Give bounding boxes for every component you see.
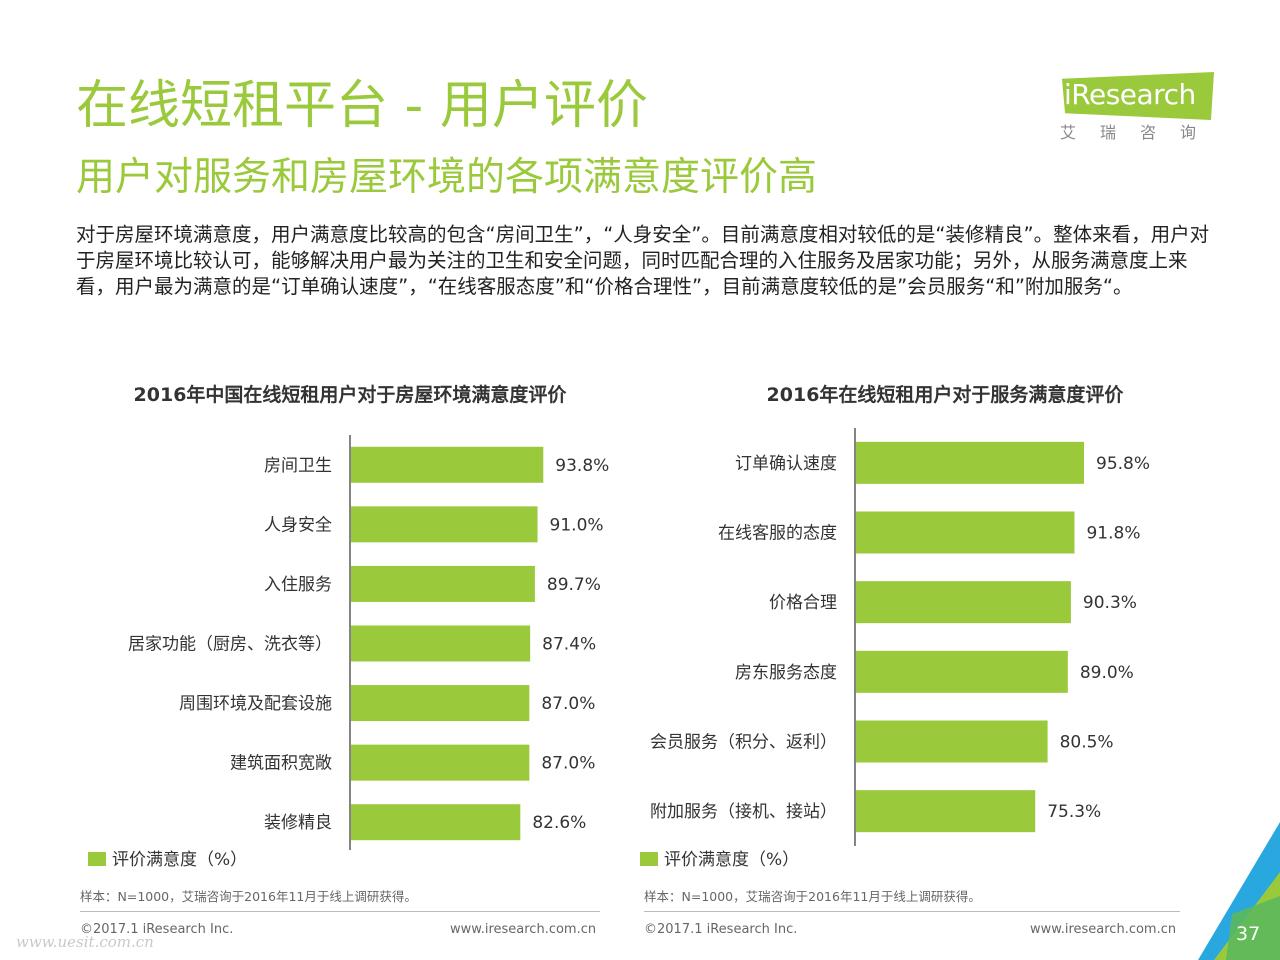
footer-divider-right (644, 911, 1180, 912)
category-label-2: 入住服务 (264, 575, 332, 595)
bar-2 (856, 581, 1071, 624)
legend-service: 评价满意度（%） (640, 848, 799, 872)
bar-5 (856, 790, 1036, 833)
category-label-2: 价格合理 (769, 593, 837, 613)
data-label-4: 87.0% (541, 694, 595, 714)
category-label-4: 周围环境及配套设施 (179, 694, 332, 714)
website-link-right[interactable]: www.iresearch.com.cn (1030, 922, 1177, 937)
data-label-2: 90.3% (1083, 593, 1137, 613)
category-label-1: 在线客服的态度 (718, 524, 837, 544)
watermark-text: www.uesit.com.cn (16, 933, 154, 951)
iresearch-logo: iResearch 艾瑞咨询 (1058, 66, 1222, 152)
page-title: 在线短租平台 - 用户评价 (76, 76, 648, 136)
logo-brand-cn: 艾瑞咨询 (1060, 123, 1221, 142)
bar-4 (351, 685, 530, 722)
logo-brand-text: iResearch (1064, 78, 1196, 111)
logo-badge (1062, 72, 1214, 120)
bar-5 (351, 744, 530, 781)
bar-3 (856, 650, 1068, 693)
data-label-5: 87.0% (541, 754, 595, 774)
copyright-right: ©2017.1 iResearch Inc. (644, 922, 798, 937)
bar-6 (351, 804, 521, 841)
category-label-0: 房间卫生 (264, 456, 332, 476)
data-label-0: 95.8% (1096, 454, 1150, 474)
legend-housing: 评价满意度（%） (88, 848, 247, 872)
legend-swatch (88, 852, 106, 866)
bar-3 (351, 625, 531, 662)
page-subtitle: 用户对服务和房屋环境的各项满意度评价高 (76, 155, 818, 200)
copyright-left: ©2017.1 iResearch Inc. (80, 922, 234, 937)
data-label-0: 93.8% (555, 456, 609, 476)
category-label-3: 居家功能（厨房、洗衣等） (128, 635, 332, 655)
category-label-5: 附加服务（接机、接站） (650, 802, 837, 822)
category-label-5: 建筑面积宽敞 (230, 754, 332, 774)
bar-0 (351, 446, 544, 483)
category-label-0: 订单确认速度 (735, 454, 837, 474)
chart-title-housing: 2016年中国在线短租用户对于房屋环境满意度评价 (133, 384, 567, 406)
corner-page-tab (1226, 896, 1280, 960)
service-satisfaction-chart: 订单确认速度 95.8% 在线客服的态度 91.8% 价格合理 90.3% 房东服务态度 89… (650, 428, 1150, 846)
data-label-6: 82.6% (532, 813, 586, 833)
category-label-4: 会员服务（积分、返利） (650, 733, 837, 753)
footer-divider-left (80, 911, 600, 912)
bar-0 (856, 441, 1085, 484)
data-label-3: 89.0% (1080, 663, 1134, 683)
bar-4 (856, 720, 1048, 763)
legend-label: 评价满意度（%） (112, 850, 248, 870)
bar-1 (351, 506, 538, 543)
data-label-5: 75.3% (1047, 802, 1101, 822)
page-number: 37 (1236, 923, 1261, 945)
website-link-left[interactable]: www.iresearch.com.cn (450, 922, 597, 937)
data-label-1: 91.8% (1086, 524, 1140, 544)
source-note-left: 样本：N=1000，艾瑞咨询于2016年11月于线上调研获得。 (80, 889, 417, 904)
legend-swatch (640, 852, 658, 866)
intro-paragraph: 对于房屋环境满意度，用户满意度比较高的包含“房间卫生”，“人身安全”。目前满意度… (76, 223, 1210, 298)
category-label-1: 人身安全 (264, 515, 332, 535)
bar-2 (351, 565, 535, 602)
data-label-2: 89.7% (547, 575, 601, 595)
data-label-4: 80.5% (1060, 733, 1114, 753)
category-label-3: 房东服务态度 (735, 663, 837, 683)
bar-1 (856, 511, 1075, 554)
housing-satisfaction-chart: 房间卫生 93.8% 人身安全 91.0% 入住服务 89.7% 居家功能（厨房、洗衣等） 8… (128, 435, 609, 850)
chart-title-service: 2016年在线短租用户对于服务满意度评价 (766, 384, 1124, 406)
category-label-6: 装修精良 (264, 813, 332, 833)
source-note-right: 样本：N=1000，艾瑞咨询于2016年11月于线上调研获得。 (644, 889, 981, 904)
data-label-1: 91.0% (550, 515, 604, 535)
legend-label: 评价满意度（%） (664, 850, 800, 870)
data-label-3: 87.4% (542, 635, 596, 655)
